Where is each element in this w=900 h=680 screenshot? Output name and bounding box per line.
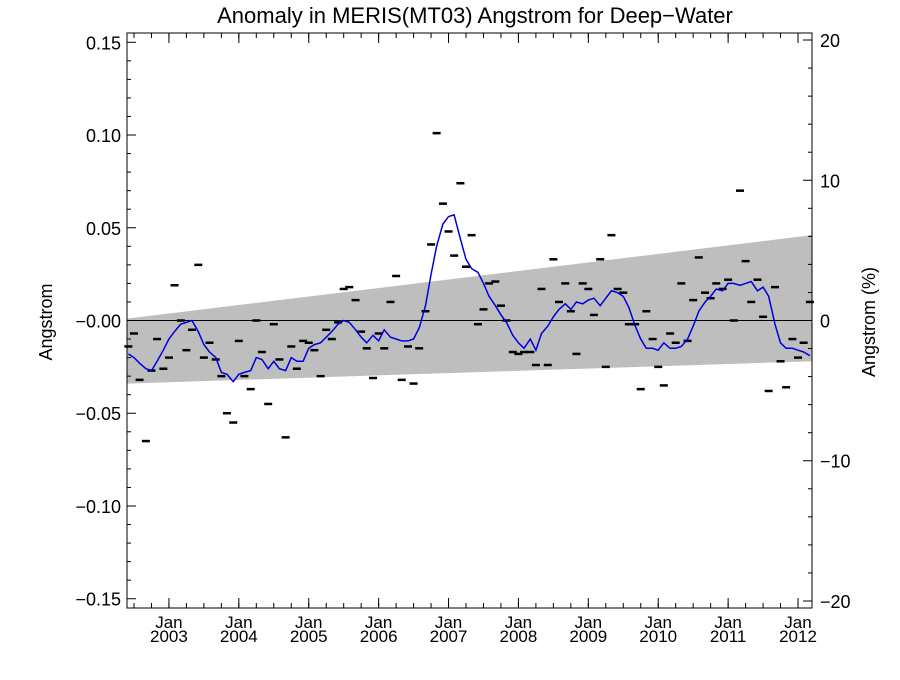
x-tick-year-label: 2008 [500, 627, 538, 646]
y-axis-label: Angstrom [36, 283, 56, 360]
x-tick-month-label: Jan [155, 613, 182, 632]
x-tick-month-label: Jan [295, 613, 322, 632]
chart-title: Anomaly in MERIS(MT03) Angstrom for Deep… [217, 3, 733, 28]
x-tick-year-label: 2006 [360, 627, 398, 646]
x-tick-month-label: Jan [435, 613, 462, 632]
x-tick-month-label: Jan [784, 613, 811, 632]
x-tick-year-label: 2011 [710, 627, 747, 646]
x-tick-month-label: Jan [645, 613, 672, 632]
y2-tick-label: 20 [820, 31, 840, 51]
x-tick-year-label: 2005 [290, 627, 328, 646]
x-tick-month-label: Jan [714, 613, 741, 632]
x-tick-year-label: 2012 [779, 627, 817, 646]
y2-tick-label: −10 [820, 452, 851, 472]
y-tick-label: 0.10 [86, 126, 121, 146]
uncertainty-band [127, 235, 812, 384]
x-tick-month-label: Jan [365, 613, 392, 632]
y2-axis-label: Angstrom (%) [859, 267, 879, 377]
y2-tick-label: −20 [820, 592, 851, 612]
x-tick-year-label: 2009 [569, 627, 607, 646]
y-tick-label: 0.15 [86, 33, 121, 53]
y2-tick-label: 10 [820, 171, 840, 191]
x-tick-month-label: Jan [505, 613, 532, 632]
y-tick-label: −0.00 [75, 312, 121, 332]
series-line [127, 213, 811, 383]
y-tick-label: −0.15 [75, 590, 121, 610]
y-tick-label: −0.05 [75, 404, 121, 424]
x-tick-month-label: Jan [225, 613, 252, 632]
x-tick-year-label: 2007 [430, 627, 468, 646]
x-tick-month-label: Jan [575, 613, 602, 632]
x-tick-year-label: 2003 [150, 627, 188, 646]
y2-tick-label: 0 [820, 312, 830, 332]
y-tick-label: 0.05 [86, 219, 121, 239]
y-tick-label: −0.10 [75, 497, 121, 517]
x-tick-year-label: 2004 [220, 627, 258, 646]
x-tick-year-label: 2010 [639, 627, 677, 646]
